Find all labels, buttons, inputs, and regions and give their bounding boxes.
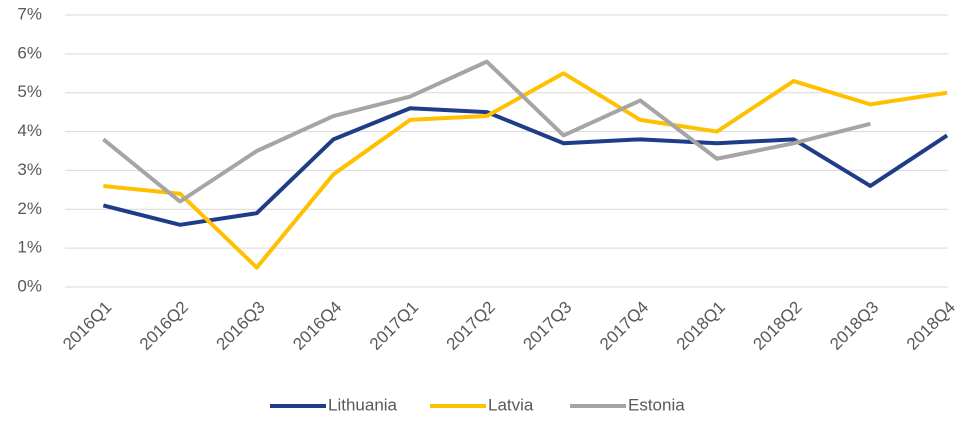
series-line — [103, 71, 948, 270]
x-tick-label: 2018Q1 — [673, 298, 729, 354]
x-tick-label: 2016Q4 — [289, 298, 345, 354]
y-tick-label: 5% — [17, 82, 42, 101]
legend-label: Estonia — [628, 395, 685, 414]
x-tick-label: 2018Q2 — [749, 298, 805, 354]
y-tick-label: 3% — [17, 160, 42, 179]
x-tick-label: 2017Q3 — [519, 298, 575, 354]
x-tick-label: 2017Q4 — [596, 298, 652, 354]
y-tick-label: 7% — [17, 4, 42, 23]
x-tick-label: 2017Q1 — [366, 298, 422, 354]
series-line — [102, 106, 949, 227]
x-tick-label: 2018Q4 — [903, 298, 959, 354]
y-tick-label: 2% — [17, 199, 42, 218]
series-line — [102, 59, 871, 204]
x-tick-label: 2017Q2 — [443, 298, 499, 354]
x-tick-label: 2018Q3 — [826, 298, 882, 354]
y-tick-label: 6% — [17, 43, 42, 62]
legend-label: Lithuania — [328, 395, 398, 414]
x-tick-label: 2016Q2 — [136, 298, 192, 354]
y-tick-label: 4% — [17, 121, 42, 140]
legend-label: Latvia — [488, 395, 534, 414]
y-tick-label: 0% — [17, 276, 42, 295]
x-tick-label: 2016Q3 — [213, 298, 269, 354]
x-tick-label: 2016Q1 — [59, 298, 115, 354]
y-tick-label: 1% — [17, 238, 42, 257]
